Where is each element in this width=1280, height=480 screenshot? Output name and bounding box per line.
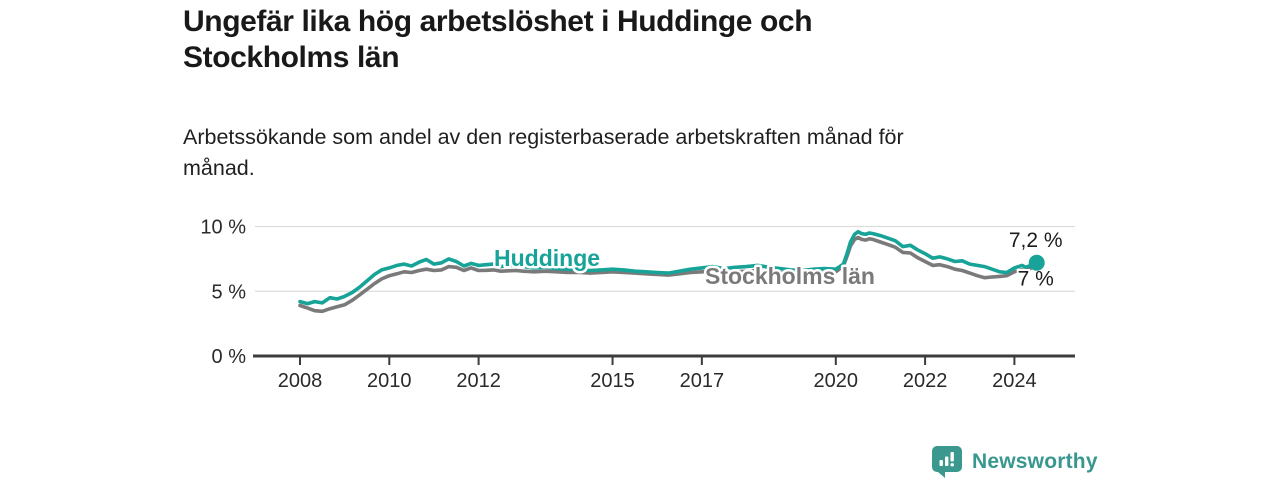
series-end-value-stockholms-l-n: 7 % — [1018, 267, 1054, 290]
chart-title-line-1: Ungefär lika hög arbetslöshet i Huddinge… — [183, 5, 813, 38]
x-tick-label-2020: 2020 — [814, 370, 859, 392]
y-tick-label-10: 10 % — [200, 217, 246, 239]
series-line-huddinge — [298, 229, 1039, 306]
newsworthy-logo-icon — [932, 446, 962, 478]
data-series — [298, 229, 1039, 314]
x-tick-label-2010: 2010 — [367, 370, 412, 392]
x-tick-label-2017: 2017 — [680, 370, 725, 392]
newsworthy-logo: Newsworthy — [931, 445, 1098, 479]
x-tick-label-2022: 2022 — [903, 370, 948, 392]
y-tick-label-5: 5 % — [212, 281, 247, 303]
chart-subtitle: Arbetssökande som andel av den registerb… — [183, 122, 904, 184]
chart-subtitle-line-1: Arbetssökande som andel av den registerb… — [183, 125, 904, 149]
x-tick-label-2008: 2008 — [278, 370, 323, 392]
series-end-value-huddinge: 7,2 % — [1009, 229, 1063, 252]
series-end-dot-huddinge — [1028, 254, 1045, 271]
x-tick-label-2012: 2012 — [456, 370, 501, 392]
chart-title: Ungefär lika hög arbetslöshet i Huddinge… — [183, 4, 813, 76]
series-label-stockholms-l-n: Stockholms län — [705, 263, 875, 289]
x-tick-label-2024: 2024 — [992, 370, 1037, 392]
series-line-stockholms-l-n — [298, 235, 1039, 314]
y-tick-label-0: 0 % — [212, 346, 247, 368]
x-tick-label-2015: 2015 — [590, 370, 635, 392]
chart-subtitle-line-2: månad. — [183, 156, 255, 180]
x-axis: 2008 2010 2012 2015 2017 2020 2022 2024 0 % 5 % 10… — [200, 217, 1075, 392]
chart-title-line-2: Stockholms län — [183, 41, 400, 74]
gridlines — [255, 225, 1075, 292]
series-label-huddinge: Huddinge — [494, 245, 600, 271]
chart-labels: Stockholms län 7 % Huddinge 7,2 % — [492, 227, 1065, 293]
newsworthy-logo-text: Newsworthy — [972, 450, 1098, 473]
